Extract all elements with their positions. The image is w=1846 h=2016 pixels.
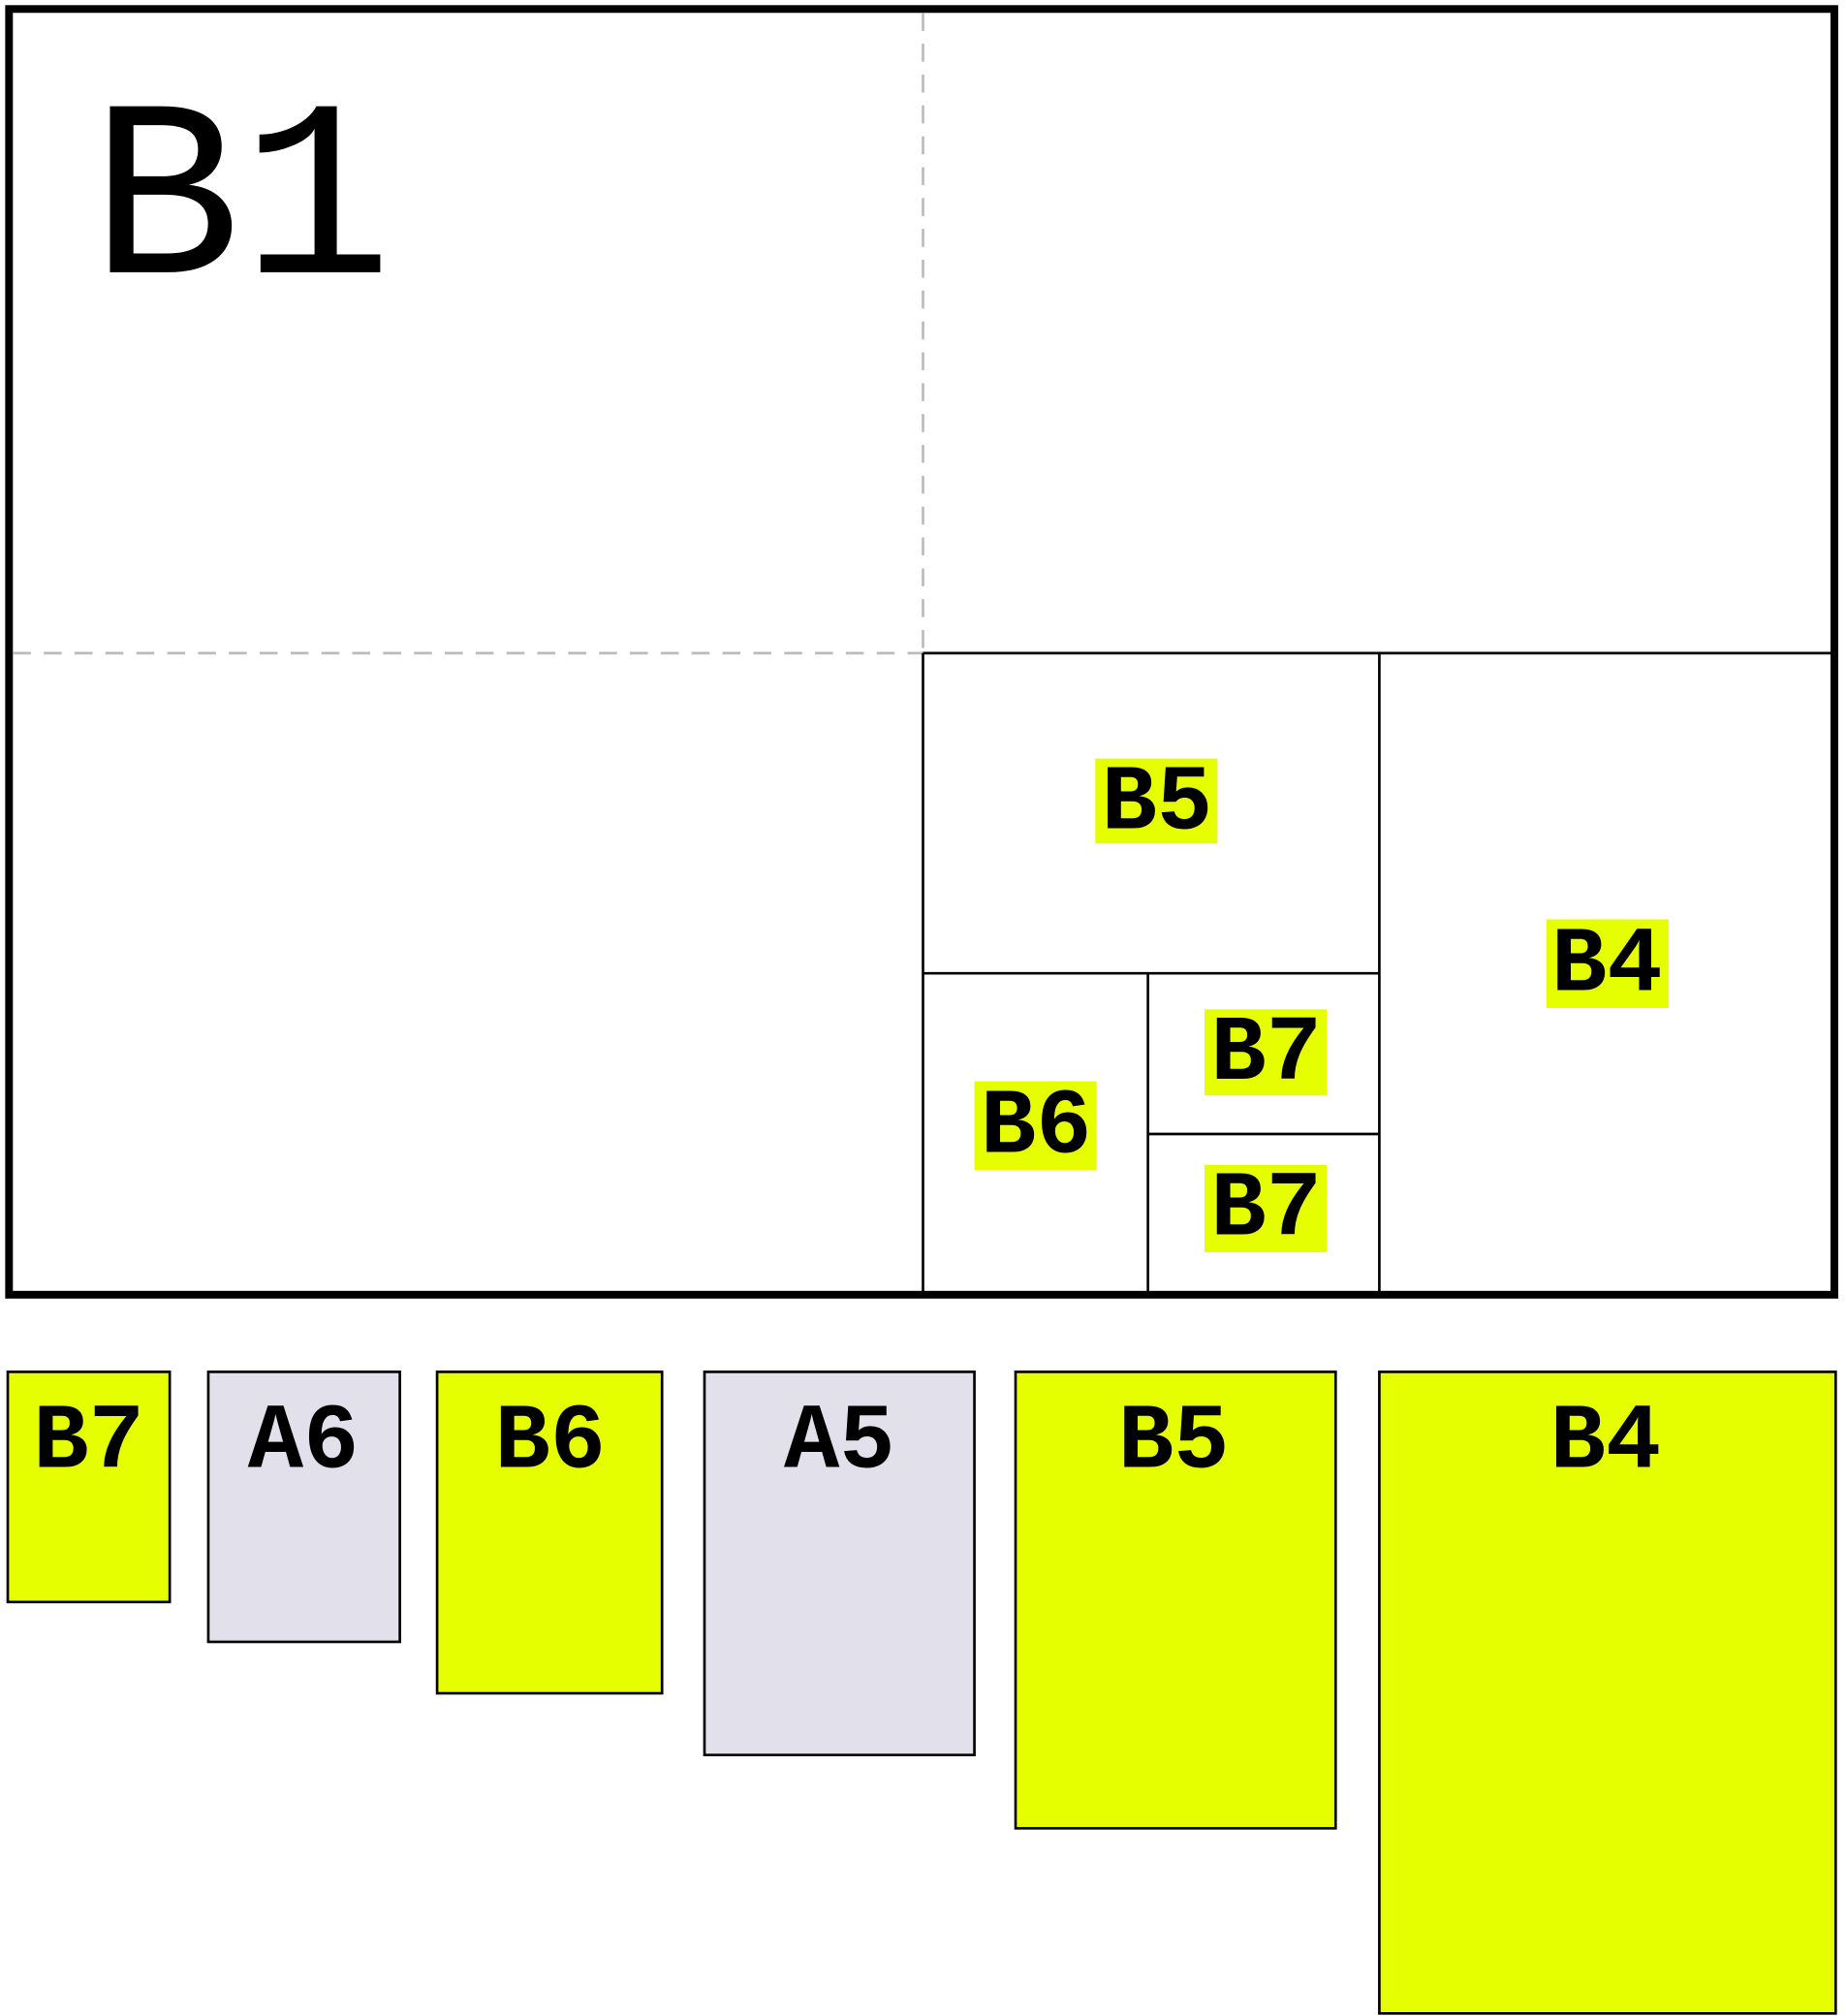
- size-sheet: [435, 1370, 664, 1695]
- label-highlight: [1546, 919, 1669, 1008]
- size-sheet: [206, 1370, 401, 1644]
- size-sheet: [1014, 1370, 1337, 1830]
- size-sheet: [6, 1370, 172, 1604]
- label-highlight: [1205, 1164, 1328, 1253]
- part-label: B5: [1102, 750, 1213, 856]
- part-label: B7: [1210, 1156, 1322, 1262]
- part-label: B6: [981, 1075, 1092, 1181]
- size-label: A5: [784, 1390, 895, 1496]
- size-label: B4: [1550, 1390, 1662, 1496]
- size-label: B6: [494, 1390, 606, 1496]
- part-label: B7: [1210, 1001, 1322, 1107]
- size-sheet: [1378, 1370, 1837, 2015]
- size-sheet: [703, 1370, 976, 1757]
- label-highlight: [1205, 1009, 1328, 1096]
- size-label: A6: [248, 1390, 360, 1496]
- label-highlight: [1095, 758, 1218, 844]
- label-highlight: [974, 1081, 1097, 1171]
- sheet-title: B1: [90, 64, 392, 349]
- size-label: B5: [1118, 1390, 1230, 1496]
- part-label: B4: [1551, 912, 1663, 1018]
- cut-lines: [922, 651, 1833, 1293]
- size-label: B7: [33, 1390, 144, 1496]
